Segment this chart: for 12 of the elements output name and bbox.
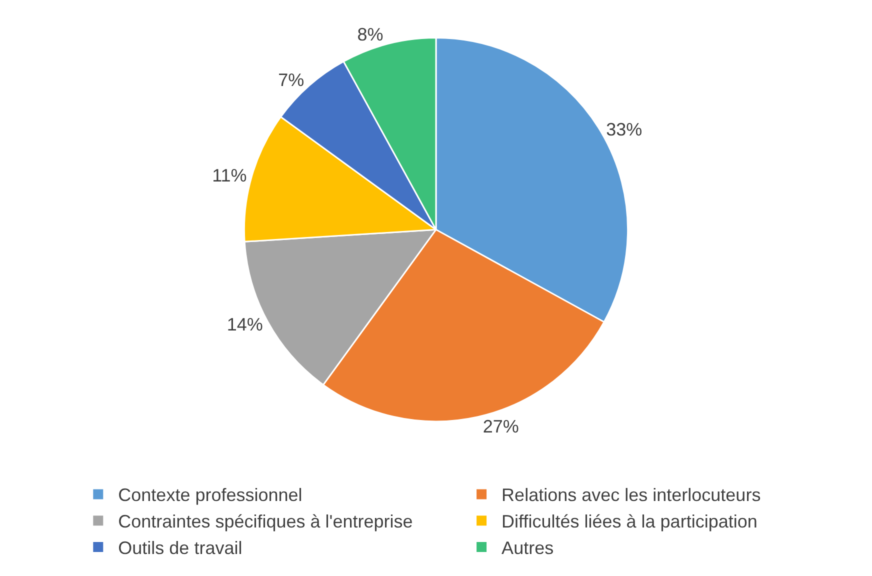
- legend-label: Outils de travail: [118, 538, 242, 558]
- data-label: 14%: [226, 314, 263, 334]
- legend-label: Autres: [502, 538, 554, 558]
- legend-label: Difficultés liées à la participation: [502, 512, 758, 532]
- data-label: 8%: [357, 24, 384, 44]
- legend-label: Contraintes spécifiques à l'entreprise: [118, 512, 413, 532]
- legend-label: Contexte professionnel: [118, 485, 302, 506]
- legend-label: Relations avec les interlocuteurs: [502, 485, 761, 506]
- data-label: 27%: [482, 416, 519, 436]
- data-label: 11%: [212, 165, 247, 186]
- data-label: 7%: [278, 70, 304, 90]
- data-label: 33%: [606, 119, 642, 140]
